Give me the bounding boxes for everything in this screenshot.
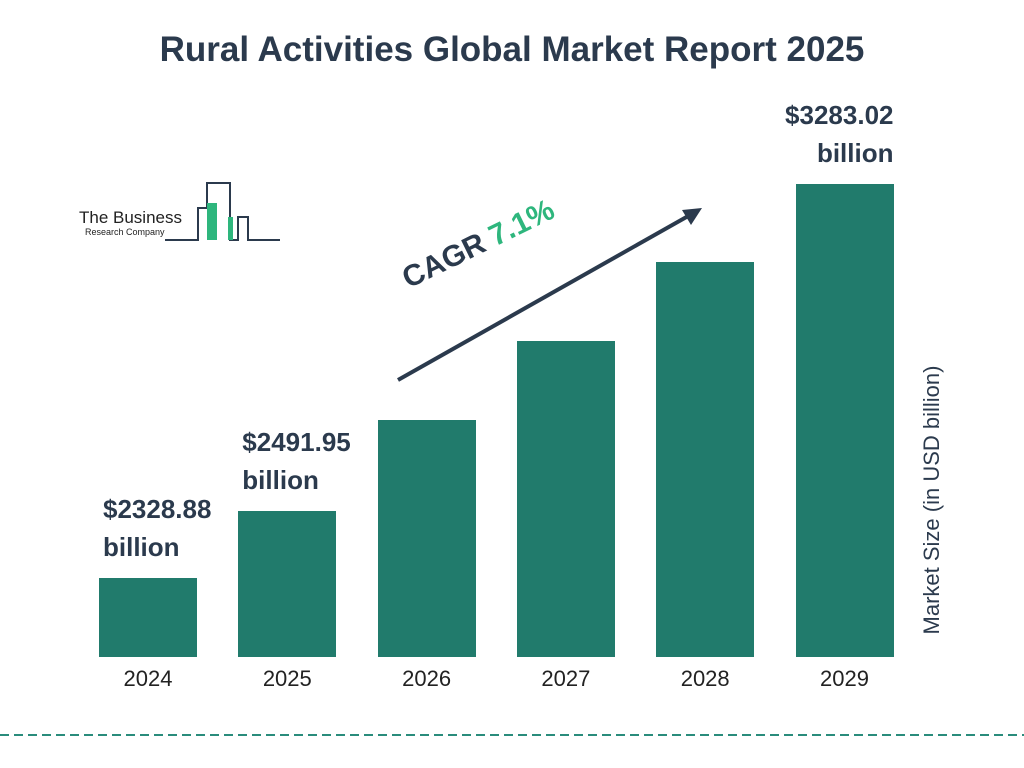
x-tick-label: 2027: [541, 666, 591, 691]
logo-subtext: Research Company: [85, 227, 165, 237]
x-tick-label: 2025: [262, 666, 312, 691]
logo-text: The Business: [79, 208, 182, 227]
logo: The Business Research Company: [79, 182, 280, 241]
value-label: $3283.02 billion: [785, 100, 894, 168]
value-label: $2328.88 billion: [103, 494, 212, 562]
bar: [377, 420, 476, 657]
x-tick-label: 2024: [123, 666, 173, 691]
bar: [99, 578, 197, 657]
bar: [516, 340, 615, 657]
y-axis-label: Market Size (in USD billion): [919, 365, 944, 635]
divider: [0, 734, 1024, 736]
bar: [656, 262, 755, 657]
x-tick-label: 2026: [402, 666, 452, 691]
value-label: $2491.95 billion: [242, 426, 351, 495]
x-tick-label: 2029: [820, 666, 869, 691]
cagr-arrow: [397, 208, 702, 382]
chart-title: Rural Activities Global Market Report 20…: [159, 30, 865, 69]
x-tick-label: 2028: [680, 666, 730, 691]
bar: [238, 510, 337, 657]
bar: [795, 184, 894, 657]
